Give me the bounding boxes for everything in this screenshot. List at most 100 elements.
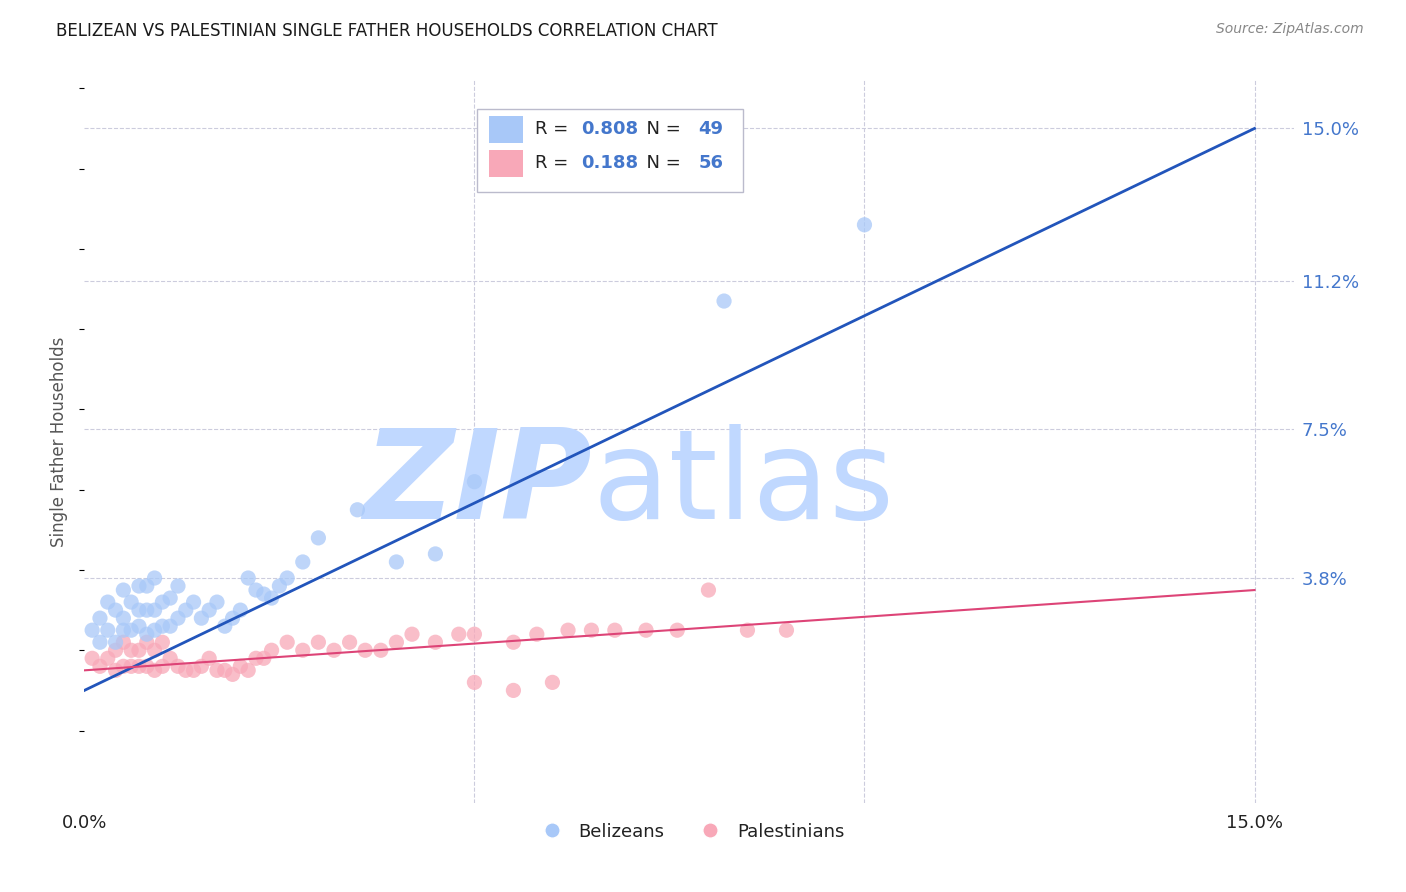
Point (245, 583, 267, 598)
Point (128, 659, 150, 673)
Point (135, 627, 157, 641)
Point (221, 667, 243, 681)
Point (120, 659, 142, 673)
Point (128, 619, 150, 633)
Text: atlas: atlas (592, 425, 894, 545)
Point (526, 627, 548, 641)
Point (198, 603, 221, 617)
Text: 49: 49 (699, 120, 724, 138)
Point (276, 635, 298, 649)
Point (120, 623, 142, 637)
Point (307, 635, 329, 649)
Text: 0.808: 0.808 (581, 120, 638, 138)
Text: N =: N = (634, 154, 686, 172)
Point (853, 218, 876, 232)
Point (150, 659, 173, 673)
Point (143, 643, 166, 657)
Point (135, 659, 157, 673)
Point (214, 619, 236, 633)
Point (205, 664, 228, 678)
Point (253, 587, 276, 601)
Point (713, 293, 735, 308)
Point (697, 583, 720, 598)
Point (463, 627, 485, 641)
FancyBboxPatch shape (478, 109, 744, 193)
Point (214, 664, 236, 678)
Point (269, 579, 291, 593)
Point (463, 475, 485, 489)
Point (183, 595, 205, 609)
Point (229, 603, 252, 617)
Point (174, 664, 197, 678)
Point (245, 651, 267, 665)
Point (104, 643, 127, 657)
Point (238, 664, 260, 678)
Point (120, 643, 142, 657)
Point (385, 555, 408, 569)
Point (128, 603, 150, 617)
Point (167, 579, 190, 593)
Point (603, 623, 626, 637)
Point (159, 591, 181, 606)
Point (775, 623, 797, 637)
Point (238, 571, 260, 585)
Point (346, 502, 368, 516)
Point (581, 623, 603, 637)
Point (541, 675, 564, 690)
Point (291, 643, 314, 657)
Point (463, 675, 485, 690)
Point (112, 659, 135, 673)
Point (150, 635, 173, 649)
Point (634, 623, 657, 637)
Text: R =: R = (536, 120, 575, 138)
Point (339, 635, 361, 649)
Point (190, 659, 212, 673)
Point (307, 531, 329, 545)
Point (143, 603, 166, 617)
Point (183, 664, 205, 678)
Point (159, 651, 181, 665)
Point (205, 595, 228, 609)
Text: Source: ZipAtlas.com: Source: ZipAtlas.com (1216, 22, 1364, 37)
Text: 56: 56 (699, 154, 724, 172)
Point (229, 659, 252, 673)
Point (323, 643, 346, 657)
Point (104, 664, 127, 678)
Point (737, 623, 759, 637)
Point (260, 591, 283, 606)
Point (260, 643, 283, 657)
Point (97, 595, 120, 609)
Point (354, 643, 377, 657)
Point (221, 611, 243, 625)
Point (666, 623, 689, 637)
Point (112, 635, 135, 649)
Point (82, 651, 104, 665)
Point (502, 635, 524, 649)
Point (557, 623, 579, 637)
Point (276, 571, 298, 585)
Point (120, 595, 142, 609)
Point (89, 611, 111, 625)
Point (128, 579, 150, 593)
Point (89, 659, 111, 673)
Text: 0.188: 0.188 (581, 154, 638, 172)
Point (401, 627, 423, 641)
Point (143, 571, 166, 585)
Point (104, 603, 127, 617)
Point (112, 611, 135, 625)
Text: ZIP: ZIP (364, 425, 592, 545)
Point (174, 603, 197, 617)
Point (128, 643, 150, 657)
Point (167, 611, 190, 625)
Y-axis label: Single Father Households: Single Father Households (51, 336, 69, 547)
Point (502, 683, 524, 698)
Legend: Belizeans, Palestinians: Belizeans, Palestinians (526, 815, 852, 848)
Point (135, 603, 157, 617)
Point (370, 643, 392, 657)
Point (291, 555, 314, 569)
Point (425, 635, 447, 649)
Point (190, 611, 212, 625)
Text: R =: R = (536, 154, 575, 172)
Point (447, 627, 470, 641)
Point (89, 635, 111, 649)
